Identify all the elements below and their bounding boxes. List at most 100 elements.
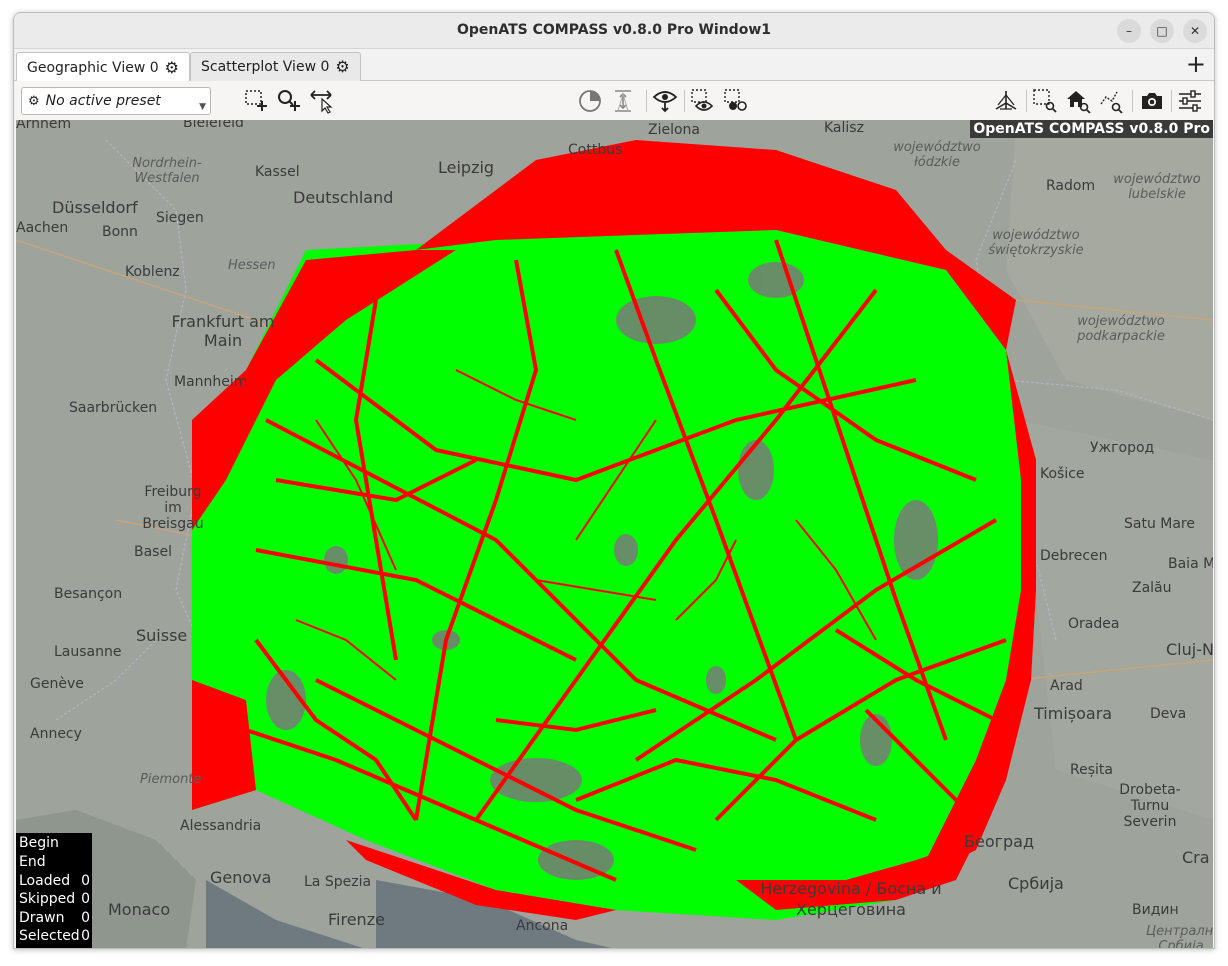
map-label: Централна Србија (1146, 924, 1213, 949)
map-label: Monaco (108, 900, 171, 919)
select-toggle-button[interactable] (722, 87, 750, 115)
map-label: Firenze (328, 910, 385, 929)
gear-icon[interactable]: ⚙ (164, 57, 179, 77)
stats-value: 0 (81, 891, 90, 908)
gear-icon[interactable]: ⚙ (335, 57, 350, 76)
map-label: Besançon (54, 586, 123, 602)
coverage-edge-red (192, 140, 1036, 920)
home-zoom-button[interactable] (1064, 87, 1092, 115)
map-label: Kalisz (824, 120, 864, 136)
stats-value: 0 (81, 928, 90, 945)
map-label: Oradea (1068, 616, 1120, 632)
measure-distance-button[interactable] (308, 87, 336, 115)
zoom-data-button[interactable] (1097, 87, 1125, 115)
select-show-button[interactable] (689, 87, 717, 115)
map-label: województwo świętokrzyskie (988, 228, 1084, 258)
map-label: Leipzig (438, 158, 495, 177)
map-label: Cluj-Na (1166, 640, 1213, 659)
stats-row: Skipped 0 (19, 891, 90, 910)
minimize-button[interactable]: – (1117, 19, 1141, 43)
app-window: OpenATS COMPASS v0.8.0 Pro Window1 – □ ✕… (13, 12, 1215, 949)
time-filter-button[interactable] (576, 87, 604, 115)
map-label: Београд (964, 832, 1035, 851)
map-label: Aachen (16, 220, 69, 236)
map-label: Ancona (516, 918, 569, 934)
3d-view-icon (995, 91, 1017, 110)
view-toolbar: ⚙ No active preset ▼ (14, 81, 1214, 119)
map-label: Radom (1046, 178, 1096, 194)
geographic-map-view[interactable]: Arnhem Bielefeld Zielona Kalisz wojewódz… (16, 120, 1213, 949)
stats-label: Drawn (19, 909, 65, 926)
map-label: Deva (1150, 706, 1187, 722)
show-selected-button[interactable] (651, 87, 679, 115)
map-label: Timișoara (1034, 704, 1113, 723)
map-label: Deutschland (293, 188, 394, 207)
zoom-add-button[interactable] (275, 87, 303, 115)
preset-dropdown[interactable]: ⚙ No active preset ▼ (21, 87, 211, 115)
stats-value: 0 (81, 909, 90, 926)
stats-label: Skipped (19, 891, 76, 908)
stats-row: Drawn 0 (19, 910, 90, 929)
home-zoom-icon (1067, 91, 1091, 114)
map-label: Košice (1040, 466, 1085, 482)
3d-view-button[interactable] (992, 87, 1020, 115)
stats-row: End (19, 854, 90, 873)
tab-label: Geographic View 0 (27, 59, 159, 76)
map-label: województwo podkarpackie (1077, 314, 1165, 344)
select-toggle-icon (724, 89, 747, 111)
map-label: Düsseldorf (52, 198, 138, 217)
zoom-add-icon (278, 90, 300, 111)
coverage-gaps (266, 262, 938, 880)
map-label: La Spezia (304, 874, 372, 890)
select-rect-add-button[interactable] (242, 87, 270, 115)
screenshot-button[interactable] (1138, 87, 1166, 115)
tab-geographic-view[interactable]: Geographic View 0 ⚙ (16, 52, 190, 82)
show-selected-icon (652, 91, 678, 113)
tab-label: Scatterplot View 0 (201, 59, 330, 75)
minimize-icon: – (1126, 24, 1132, 38)
tab-scatterplot-view[interactable]: Scatterplot View 0 ⚙ (190, 52, 361, 81)
map-label: Satu Mare (1124, 516, 1195, 532)
zoom-rect-icon (1033, 89, 1057, 113)
add-view-button[interactable]: + (1186, 52, 1206, 76)
map-label: Arnhem (16, 120, 72, 132)
window-title: OpenATS COMPASS v0.8.0 Pro Window1 (456, 22, 771, 38)
stats-label: Selected (19, 928, 80, 945)
map-label: województwo łódzkie (893, 140, 981, 170)
preset-icon: ⚙ (28, 93, 40, 109)
map-label: Genova (210, 868, 272, 887)
stats-value: 0 (81, 872, 90, 889)
flight-tracks (215, 239, 1007, 882)
height-filter-button[interactable] (609, 87, 637, 115)
height-filter-icon (615, 90, 631, 112)
view-tab-bar: Geographic View 0 ⚙ Scatterplot View 0 ⚙… (14, 49, 1214, 82)
map-label: Freiburg im Breisgau (142, 484, 204, 532)
map-label: Koblenz (125, 264, 180, 280)
settings-sliders-icon (1179, 90, 1201, 112)
map-label: Kassel (255, 164, 300, 180)
stats-row: Selected 0 (19, 928, 90, 947)
map-label: Bielefeld (183, 120, 244, 131)
zoom-rect-button[interactable] (1031, 87, 1059, 115)
map-label: Reșita (1070, 762, 1113, 778)
stats-label: End (19, 854, 46, 871)
map-label: Herzegovina / Босна и Херцеговина (760, 879, 942, 919)
map-label: Bonn (102, 224, 138, 240)
preset-label: No active preset (45, 93, 161, 109)
close-button[interactable]: ✕ (1183, 19, 1207, 43)
map-label: Lausanne (54, 644, 122, 660)
maximize-icon: □ (1156, 24, 1168, 38)
stats-label: Begin (19, 835, 59, 852)
measure-distance-icon (310, 90, 333, 114)
settings-button[interactable] (1176, 87, 1204, 115)
chevron-down-icon: ▼ (199, 102, 206, 112)
map-label: Drobeta-Turnu Severin (1119, 782, 1181, 830)
map-label: Cottbus (568, 142, 623, 158)
toolbar-divider (684, 90, 685, 112)
maximize-button[interactable]: □ (1150, 19, 1174, 43)
time-filter-icon (579, 90, 601, 112)
map-label: Suisse (136, 626, 188, 645)
map-label: Zielona (648, 122, 701, 138)
title-bar[interactable]: OpenATS COMPASS v0.8.0 Pro Window1 – □ ✕ (14, 13, 1214, 49)
toolbar-divider (1132, 90, 1133, 112)
